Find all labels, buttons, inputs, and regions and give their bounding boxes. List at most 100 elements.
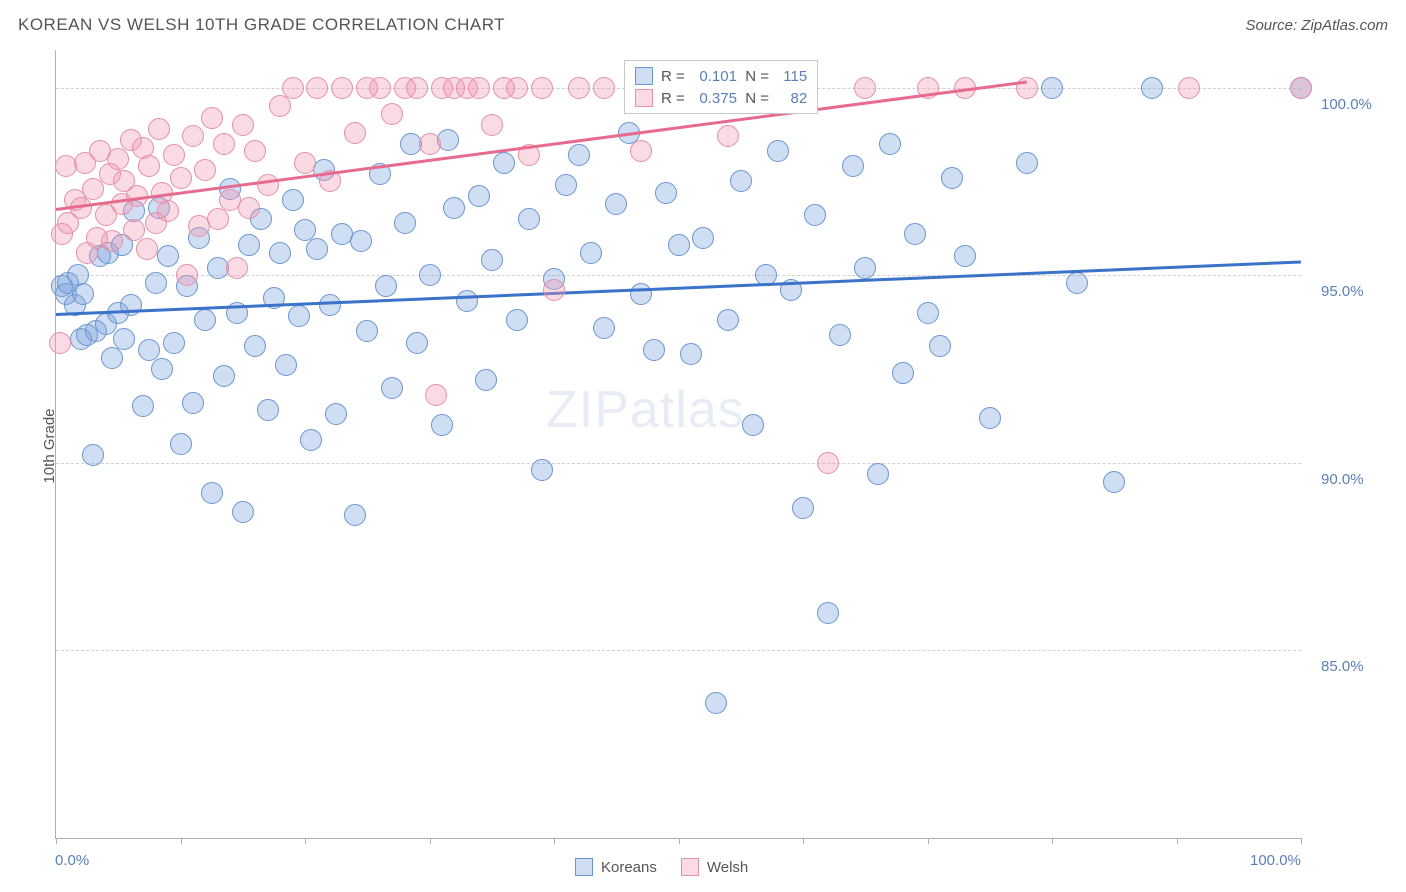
data-point xyxy=(668,234,690,256)
data-point xyxy=(325,403,347,425)
data-point xyxy=(531,459,553,481)
data-point xyxy=(350,230,372,252)
data-point xyxy=(369,77,391,99)
data-point xyxy=(163,144,185,166)
x-tick xyxy=(803,838,804,844)
series-legend-item: Welsh xyxy=(681,858,748,876)
data-point xyxy=(1041,77,1063,99)
data-point xyxy=(443,197,465,219)
x-tick xyxy=(1177,838,1178,844)
data-point xyxy=(331,77,353,99)
x-tick xyxy=(305,838,306,844)
data-point xyxy=(182,125,204,147)
data-point xyxy=(892,362,914,384)
data-point xyxy=(1103,471,1125,493)
data-point xyxy=(226,257,248,279)
data-point xyxy=(72,283,94,305)
data-point xyxy=(717,309,739,331)
data-point xyxy=(829,324,851,346)
data-point xyxy=(170,167,192,189)
data-point xyxy=(269,242,291,264)
data-point xyxy=(419,264,441,286)
data-point xyxy=(481,249,503,271)
data-point xyxy=(257,174,279,196)
data-point xyxy=(506,77,528,99)
data-point xyxy=(568,144,590,166)
data-point xyxy=(163,332,185,354)
data-point xyxy=(518,208,540,230)
data-point xyxy=(555,174,577,196)
data-point xyxy=(282,77,304,99)
x-tick xyxy=(928,838,929,844)
plot-area: ZIPatlas 85.0%90.0%95.0%100.0%R = 0.101 … xyxy=(55,50,1301,839)
data-point xyxy=(842,155,864,177)
data-point xyxy=(730,170,752,192)
data-point xyxy=(817,602,839,624)
x-tick xyxy=(554,838,555,844)
data-point xyxy=(979,407,1001,429)
x-tick xyxy=(679,838,680,844)
data-point xyxy=(157,200,179,222)
data-point xyxy=(917,302,939,324)
data-point xyxy=(630,283,652,305)
data-point xyxy=(543,279,565,301)
gridline xyxy=(56,650,1301,651)
series-label: Welsh xyxy=(707,859,748,876)
data-point xyxy=(238,234,260,256)
data-point xyxy=(437,129,459,151)
data-point xyxy=(954,245,976,267)
data-point xyxy=(194,159,216,181)
legend-swatch xyxy=(575,858,593,876)
data-point xyxy=(294,152,316,174)
data-point xyxy=(257,399,279,421)
source-label: Source: ZipAtlas.com xyxy=(1245,17,1388,34)
data-point xyxy=(655,182,677,204)
legend-swatch xyxy=(635,67,653,85)
data-point xyxy=(375,275,397,297)
data-point xyxy=(531,77,553,99)
data-point xyxy=(148,118,170,140)
data-point xyxy=(593,77,615,99)
data-point xyxy=(275,354,297,376)
data-point xyxy=(643,339,665,361)
data-point xyxy=(170,433,192,455)
x-tick xyxy=(56,838,57,844)
data-point xyxy=(717,125,739,147)
data-point xyxy=(157,245,179,267)
data-point xyxy=(493,152,515,174)
title-bar: KOREAN VS WELSH 10TH GRADE CORRELATION C… xyxy=(18,10,1388,40)
data-point xyxy=(213,133,235,155)
data-point xyxy=(456,290,478,312)
data-point xyxy=(207,208,229,230)
legend-stats: R = 0.101 N = 115 xyxy=(661,68,807,85)
data-point xyxy=(381,103,403,125)
watermark: ZIPatlas xyxy=(546,380,745,440)
data-point xyxy=(468,77,490,99)
data-point xyxy=(101,347,123,369)
data-point xyxy=(344,122,366,144)
data-point xyxy=(941,167,963,189)
data-point xyxy=(879,133,901,155)
data-point xyxy=(605,193,627,215)
data-point xyxy=(213,365,235,387)
data-point xyxy=(201,107,223,129)
data-point xyxy=(244,140,266,162)
data-point xyxy=(49,332,71,354)
data-point xyxy=(1141,77,1163,99)
data-point xyxy=(1016,152,1038,174)
data-point xyxy=(344,504,366,526)
x-tick xyxy=(1052,838,1053,844)
data-point xyxy=(244,335,266,357)
data-point xyxy=(630,140,652,162)
x-tick xyxy=(181,838,182,844)
data-point xyxy=(132,395,154,417)
data-point xyxy=(300,429,322,451)
y-tick-label: 85.0% xyxy=(1321,658,1364,675)
data-point xyxy=(176,264,198,286)
data-point xyxy=(194,309,216,331)
data-point xyxy=(481,114,503,136)
legend-swatch xyxy=(681,858,699,876)
data-point xyxy=(113,328,135,350)
data-point xyxy=(306,77,328,99)
data-point xyxy=(232,114,254,136)
